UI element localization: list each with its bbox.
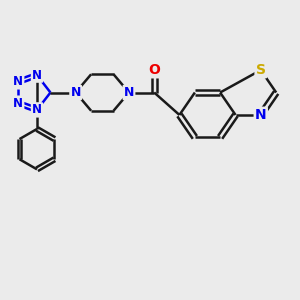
Text: N: N [32,103,42,116]
Text: N: N [124,86,134,99]
Text: N: N [255,108,267,122]
Text: N: N [32,69,42,82]
Text: N: N [13,75,23,88]
Text: O: O [148,63,160,77]
Text: N: N [70,86,81,99]
Text: N: N [13,97,23,110]
Text: S: S [256,63,266,77]
